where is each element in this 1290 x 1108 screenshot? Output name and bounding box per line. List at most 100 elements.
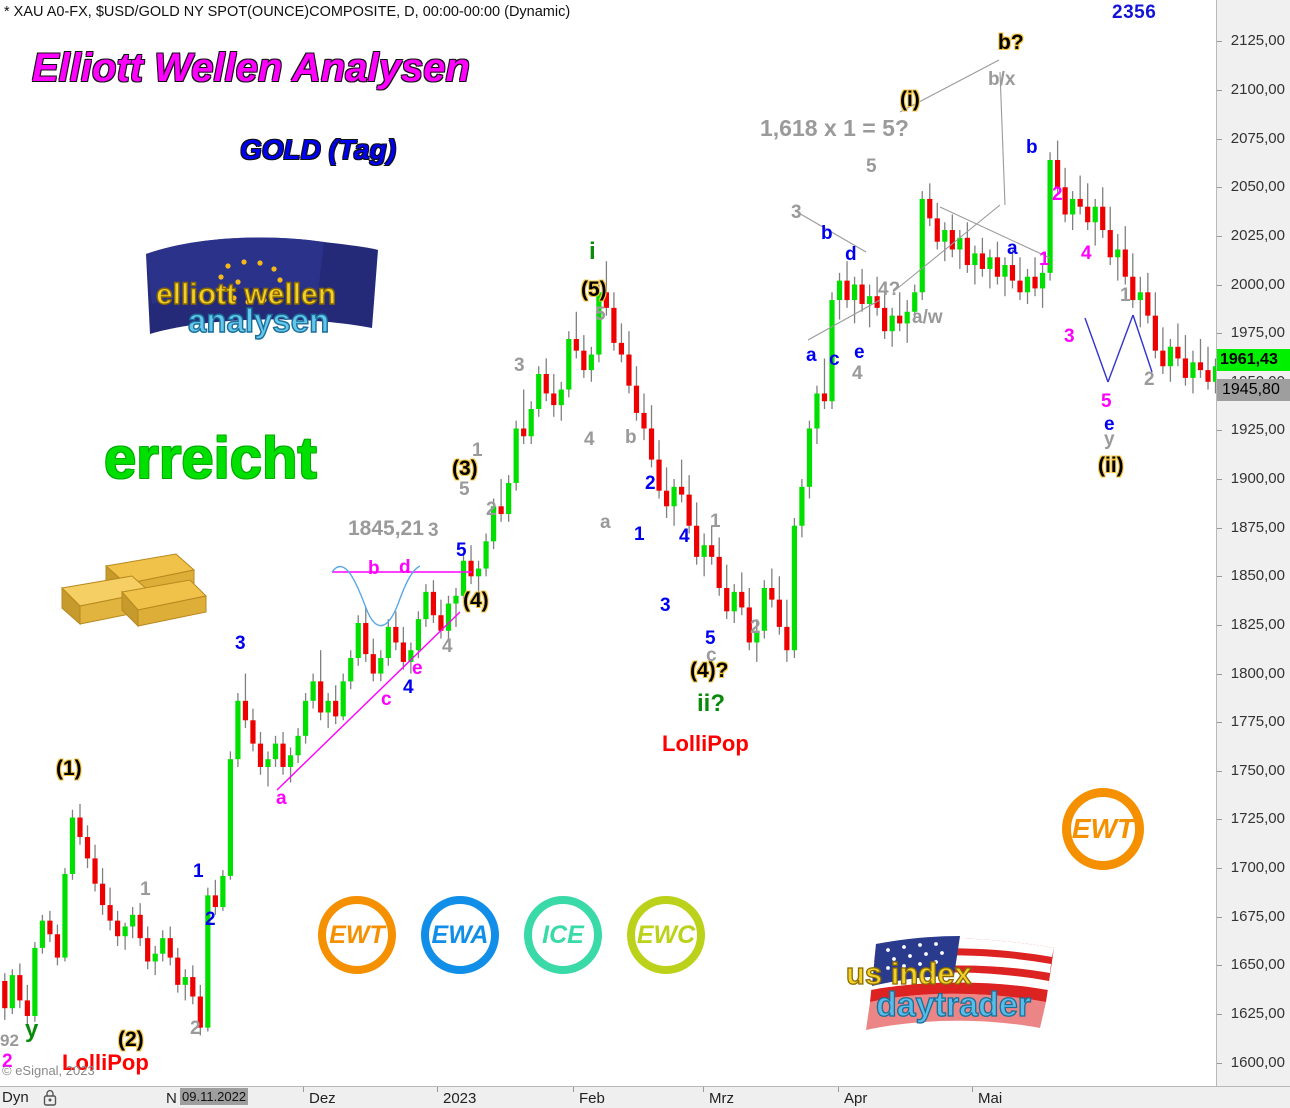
price-tick-mark bbox=[1217, 1014, 1222, 1016]
wave-label: ii? bbox=[697, 690, 725, 717]
candle-body bbox=[17, 975, 23, 1001]
previous-close-tag: 1945,80 bbox=[1217, 378, 1290, 401]
candle-body bbox=[1107, 230, 1113, 258]
price-tick-mark bbox=[1217, 138, 1222, 140]
dynamic-mode-label: Dyn bbox=[2, 1089, 29, 1106]
trendline-magenta-triangle-lower bbox=[276, 611, 461, 791]
wave-label: a bbox=[806, 345, 817, 366]
price-tick-label: 1775,00 bbox=[1230, 713, 1285, 731]
candle-body bbox=[2, 980, 8, 1009]
wave-label: y bbox=[1104, 429, 1115, 450]
wave-label: 3 bbox=[660, 595, 671, 616]
us-index-daytrader-logo: us index daytrader bbox=[818, 932, 1118, 1056]
price-tick-label: 1975,00 bbox=[1230, 324, 1285, 342]
candle-body bbox=[513, 428, 519, 483]
price-tick-label: 1650,00 bbox=[1230, 956, 1285, 974]
partner-badges: EWT EWA ICE EWC bbox=[318, 896, 718, 978]
eu-logo-bottom-text: analysen bbox=[188, 302, 329, 339]
trendline-blue-forecast-leg3 bbox=[1132, 314, 1153, 373]
trendline-gray-channel-upper-2 bbox=[899, 59, 1000, 113]
wave-label: 2 bbox=[1144, 369, 1155, 390]
wave-label: 2 bbox=[205, 909, 216, 930]
bar-count-label: 2356 bbox=[1112, 2, 1157, 23]
wave-label: b bbox=[625, 427, 637, 448]
candle-body bbox=[882, 307, 888, 332]
wave-label: 5 bbox=[1101, 391, 1112, 412]
candle-body bbox=[333, 700, 339, 717]
trendline-blue-forecast-leg2 bbox=[1107, 314, 1134, 383]
chart-plot-area[interactable] bbox=[0, 18, 1216, 1086]
gold-bars-graphic bbox=[48, 548, 208, 636]
price-tick-label: 1675,00 bbox=[1230, 907, 1285, 925]
candle-body bbox=[115, 920, 121, 937]
candle-body bbox=[408, 650, 414, 662]
price-tick-label: 1850,00 bbox=[1230, 567, 1285, 585]
candle-body bbox=[498, 506, 504, 515]
ewt-badge-large: EWT bbox=[1062, 788, 1144, 870]
candle-body bbox=[603, 292, 609, 308]
candle-body bbox=[1130, 276, 1136, 301]
candle-body bbox=[528, 409, 534, 437]
trendline-blue-forecast-leg1 bbox=[1084, 317, 1109, 383]
candle-body bbox=[611, 307, 617, 343]
wave-label: 4 bbox=[679, 526, 690, 547]
wave-label: (4)? bbox=[690, 659, 729, 682]
price-tick-mark bbox=[1217, 576, 1222, 578]
price-tick-label: 1700,00 bbox=[1230, 859, 1285, 877]
candle-body bbox=[919, 198, 925, 293]
wave-label: d bbox=[399, 557, 411, 578]
lock-icon[interactable] bbox=[42, 1089, 58, 1106]
candle-body bbox=[47, 920, 53, 935]
wave-label: 4 bbox=[442, 636, 453, 657]
price-tick-mark bbox=[1217, 722, 1222, 724]
wave-label: e bbox=[1104, 414, 1115, 435]
candle-body bbox=[573, 338, 579, 351]
wave-label: (i) bbox=[900, 88, 920, 111]
candle-body bbox=[1085, 206, 1091, 223]
wave-label: a bbox=[276, 788, 287, 809]
candle-body bbox=[536, 374, 542, 410]
brand-subtitle: GOLD (Tag) bbox=[240, 134, 397, 165]
time-axis[interactable]: Dyn 09.11.2022 N Dez 2023 Feb Mrz Apr Mai bbox=[0, 1086, 1290, 1108]
candle-body bbox=[107, 905, 113, 921]
wave-label: (1) bbox=[56, 757, 82, 780]
candle-body bbox=[69, 817, 76, 874]
candle-body bbox=[1032, 276, 1038, 289]
candle-body bbox=[1055, 160, 1061, 188]
price-tick-label: 2125,00 bbox=[1230, 32, 1285, 50]
price-tick-mark bbox=[1217, 673, 1222, 675]
wave-label: 1 bbox=[140, 879, 151, 900]
candle-body bbox=[1062, 187, 1068, 215]
candle-body bbox=[318, 681, 324, 713]
wave-label: e bbox=[854, 342, 865, 363]
elliott-wellen-analysen-logo: elliott wellen analysen bbox=[128, 232, 388, 350]
us-logo-top-text: us index bbox=[846, 956, 973, 991]
candle-body bbox=[648, 428, 655, 460]
candle-body bbox=[122, 926, 128, 937]
n-marker-label: N bbox=[166, 1090, 177, 1107]
time-tick-mark bbox=[437, 1087, 438, 1092]
candle-body bbox=[927, 198, 933, 219]
candle-body bbox=[1212, 366, 1216, 382]
eu-logo-top-text: elliott wellen bbox=[156, 278, 336, 311]
candle-body bbox=[558, 389, 564, 406]
candle-body bbox=[859, 284, 865, 304]
candle-body bbox=[167, 938, 173, 958]
candle-body bbox=[784, 626, 790, 651]
price-axis[interactable]: 2125,00 2100,00 2075,00 2050,00 2025,00 2000,… bbox=[1216, 0, 1290, 1086]
lollipop-label-mid: LolliPop bbox=[662, 731, 749, 756]
candle-body bbox=[581, 350, 587, 371]
price-tick-label: 1825,00 bbox=[1230, 615, 1285, 633]
candle-body bbox=[686, 494, 692, 526]
candle-body bbox=[32, 947, 38, 1016]
wave-label: 2 bbox=[750, 617, 761, 638]
candle-body bbox=[430, 591, 437, 616]
candlestick-canvas bbox=[2, 59, 1216, 1036]
candle-body bbox=[137, 914, 143, 939]
erreicht-label: erreicht bbox=[104, 426, 317, 491]
wave-label: (4) bbox=[463, 589, 489, 612]
candle-body bbox=[24, 1000, 30, 1016]
candle-body bbox=[1160, 350, 1166, 367]
trendline-gray-b-vertical bbox=[999, 71, 1006, 206]
candle-body bbox=[483, 541, 489, 569]
